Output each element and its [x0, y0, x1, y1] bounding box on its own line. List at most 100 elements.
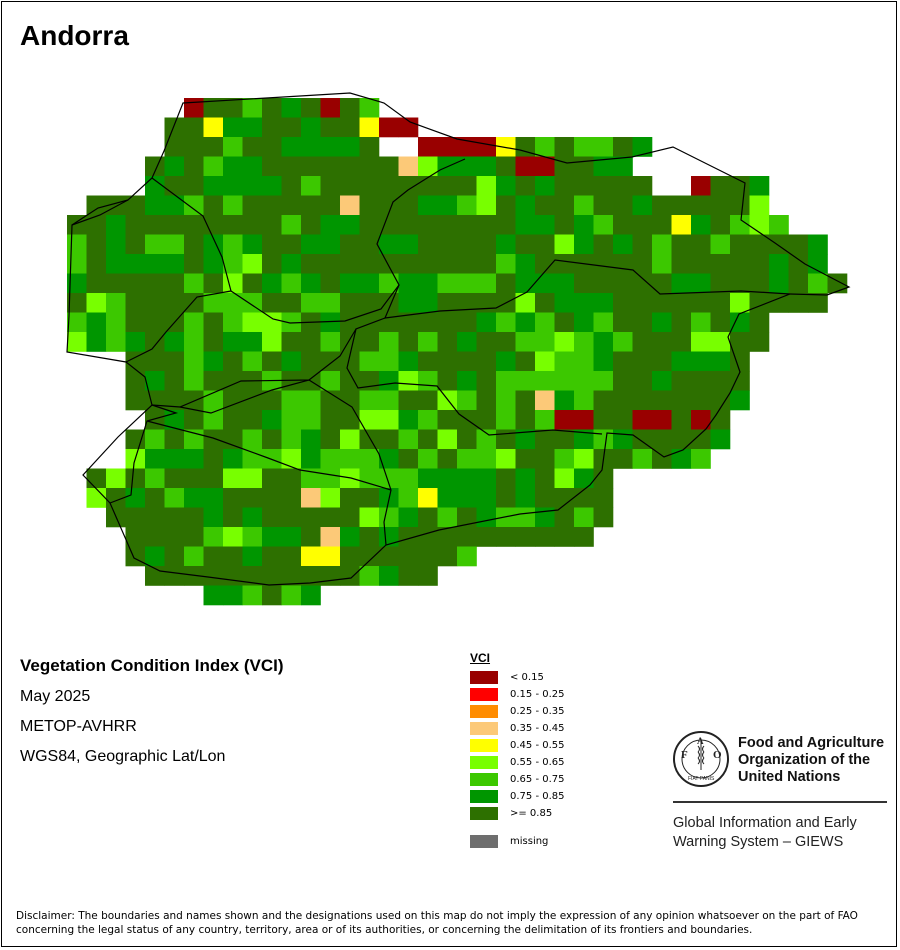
vci-cell [203, 351, 224, 372]
vci-cell [574, 195, 594, 216]
vci-cell [418, 488, 438, 508]
legend-label: 0.75 - 0.85 [510, 791, 565, 802]
vci-cell [281, 156, 302, 177]
vci-cell [496, 371, 516, 391]
vci-cell [554, 332, 575, 352]
vci-cell [632, 312, 653, 333]
vci-cell [320, 429, 341, 450]
vci-cell [418, 468, 438, 489]
vci-cell [379, 429, 399, 450]
vci-cell [223, 449, 243, 469]
vci-cell [496, 429, 516, 450]
vci-cell [379, 176, 399, 196]
vci-cell [359, 234, 380, 255]
vci-cell [418, 410, 438, 430]
vci-cell [613, 195, 633, 216]
vci-cell [223, 215, 243, 235]
vci-cell [379, 312, 399, 333]
vci-cell [359, 156, 380, 177]
vci-cell [418, 273, 438, 294]
vci-cell [535, 410, 555, 430]
vci-cell [671, 215, 692, 235]
vci-cell [86, 488, 107, 508]
vci-cell [203, 215, 224, 235]
vci-cell [652, 215, 672, 235]
vci-cell [340, 215, 360, 235]
vci-cell [515, 156, 536, 177]
vci-cell [184, 312, 204, 333]
vci-cell [457, 312, 477, 333]
vci-cell [379, 273, 399, 294]
vci-cell [184, 410, 204, 430]
vci-cell [203, 488, 224, 508]
vci-cell [301, 137, 321, 157]
vci-cell [574, 527, 594, 547]
vci-cell [281, 351, 302, 372]
vci-cell [359, 137, 380, 157]
vci-cell [340, 156, 360, 177]
vci-cell [535, 468, 555, 489]
vci-cell [808, 254, 828, 274]
vci-cell [106, 234, 126, 255]
vci-cell [710, 312, 731, 333]
vci-cell [301, 332, 321, 352]
vci-cell [652, 371, 672, 391]
legend-title: VCI [470, 651, 491, 665]
vci-cell [457, 527, 477, 547]
vci-cell [223, 566, 243, 586]
vci-cell [691, 390, 711, 411]
vci-cell [515, 468, 536, 489]
vci-cell [710, 273, 731, 294]
vci-cell [554, 390, 575, 411]
vci-cell [359, 546, 380, 567]
vci-cell [769, 293, 789, 313]
vci-cell [476, 195, 497, 216]
vci-cell [652, 429, 672, 450]
vci-cell [457, 429, 477, 450]
vci-cell [613, 176, 633, 196]
vci-cell [86, 273, 107, 294]
vci-cell [125, 546, 146, 567]
vci-cell [242, 137, 263, 157]
vci-cell [574, 332, 594, 352]
vci-cell [632, 351, 653, 372]
product-heading: Vegetation Condition Index (VCI) [20, 656, 284, 675]
vci-cell [574, 273, 594, 294]
vci-cell [242, 488, 263, 508]
vci-cell [691, 410, 711, 430]
vci-cell [262, 156, 282, 177]
vci-cell [184, 156, 204, 177]
vci-cell [145, 390, 165, 411]
vci-cell [613, 137, 633, 157]
boundary-line [71, 199, 129, 226]
vci-cell [476, 156, 497, 177]
vci-cell [515, 293, 536, 313]
vci-cell [301, 507, 321, 528]
boundary-line [146, 420, 392, 491]
vci-cell [106, 273, 126, 294]
vci-cell [242, 429, 263, 450]
vci-cell [125, 293, 146, 313]
vci-cell [203, 98, 224, 118]
vci-cell [749, 273, 770, 294]
vci-cell [281, 98, 302, 118]
vci-cell [379, 566, 399, 586]
vci-cell [808, 273, 828, 294]
vci-cell [398, 449, 419, 469]
vci-cell [281, 429, 302, 450]
giews-line: Warning System – GIEWS [673, 834, 844, 850]
vci-cell [496, 215, 516, 235]
vci-cell [476, 351, 497, 372]
vci-cell [242, 156, 263, 177]
vci-cell [418, 527, 438, 547]
vci-cell [67, 332, 87, 352]
vci-cell [710, 293, 731, 313]
vci-cell [223, 176, 243, 196]
vci-cell [145, 410, 165, 430]
vci-cell [652, 410, 672, 430]
vci-cell [340, 507, 360, 528]
vci-cell [671, 410, 692, 430]
vci-cell [301, 176, 321, 196]
vci-cell [652, 449, 672, 469]
